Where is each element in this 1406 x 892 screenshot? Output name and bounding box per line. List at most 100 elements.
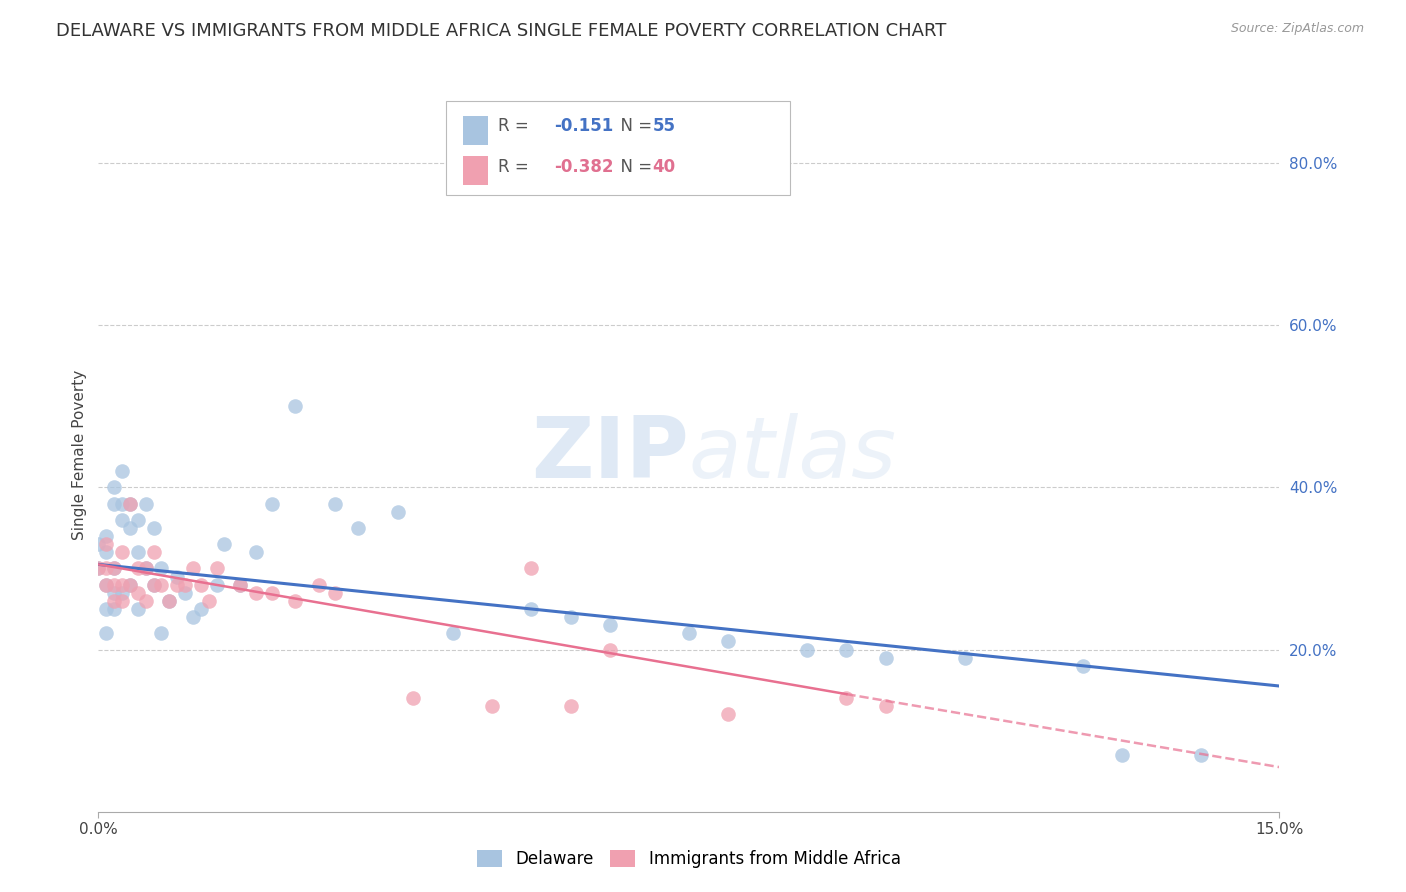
Point [142,545,165,559]
Point [96,529,118,543]
Point [96,537,118,551]
Point [111,586,134,600]
Text: R =: R = [498,158,538,176]
Point [599,642,621,657]
Point [118,577,141,591]
Point [157,594,180,608]
Text: -0.382: -0.382 [554,158,613,176]
Point [96,602,118,616]
Text: ZIP: ZIP [531,413,689,497]
Point [190,602,212,616]
Point [717,707,740,722]
Point [118,497,141,511]
Point [135,561,157,575]
Point [103,586,125,600]
Point [796,642,818,657]
Point [111,513,134,527]
Point [678,626,700,640]
Point [142,521,165,535]
Point [1189,747,1212,762]
Point [103,602,125,616]
Point [560,610,582,624]
Point [174,577,197,591]
Point [481,699,503,714]
Text: 40: 40 [652,158,675,176]
Point [197,594,219,608]
Point [111,497,134,511]
Point [157,594,180,608]
Point [1111,747,1133,762]
Point [118,521,141,535]
Point [127,545,149,559]
Point [127,513,149,527]
Point [953,650,976,665]
Point [96,577,118,591]
Point [96,545,118,559]
Text: 55: 55 [652,117,675,135]
Point [835,642,858,657]
Point [96,577,118,591]
Point [284,594,307,608]
Point [103,594,125,608]
Point [118,497,141,511]
Point [135,497,157,511]
Point [260,586,283,600]
Point [150,626,173,640]
Point [181,561,204,575]
Point [520,561,543,575]
Legend: Delaware, Immigrants from Middle Africa: Delaware, Immigrants from Middle Africa [471,843,907,875]
Y-axis label: Single Female Poverty: Single Female Poverty [72,370,87,540]
Point [111,464,134,478]
Point [441,626,464,640]
Point [127,586,149,600]
Point [142,577,165,591]
Point [127,602,149,616]
Point [323,497,346,511]
Text: Source: ZipAtlas.com: Source: ZipAtlas.com [1230,22,1364,36]
Point [875,650,897,665]
Point [166,577,188,591]
Point [111,545,134,559]
Point [260,497,283,511]
Point [402,691,425,706]
Text: DELAWARE VS IMMIGRANTS FROM MIDDLE AFRICA SINGLE FEMALE POVERTY CORRELATION CHAR: DELAWARE VS IMMIGRANTS FROM MIDDLE AFRIC… [56,22,946,40]
Point [135,594,157,608]
Point [323,586,346,600]
Point [387,505,409,519]
Point [150,577,173,591]
Point [347,521,370,535]
Point [599,618,621,632]
Point [142,577,165,591]
Point [717,634,740,648]
Point [87,537,110,551]
Text: N =: N = [610,158,658,176]
Point [560,699,582,714]
Point [214,537,236,551]
Point [520,602,543,616]
Point [103,561,125,575]
Point [308,577,330,591]
Text: -0.151: -0.151 [554,117,613,135]
Point [103,561,125,575]
Point [1071,658,1094,673]
Point [103,577,125,591]
Point [835,691,858,706]
Point [135,561,157,575]
Point [245,545,267,559]
Point [103,497,125,511]
Point [181,610,204,624]
Point [127,561,149,575]
Point [96,626,118,640]
Point [87,561,110,575]
Point [118,577,141,591]
Point [245,586,267,600]
Point [166,569,188,583]
Point [111,577,134,591]
Point [205,561,228,575]
Point [190,577,212,591]
Point [229,577,252,591]
Point [111,594,134,608]
Point [229,577,252,591]
Point [150,561,173,575]
Point [87,561,110,575]
